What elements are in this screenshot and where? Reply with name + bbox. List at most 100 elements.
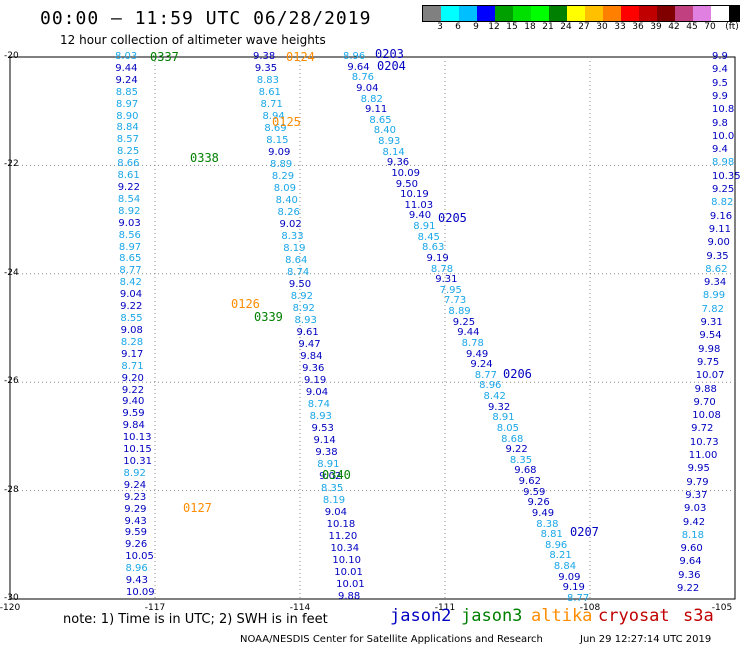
- wave-height-label: 8.82: [711, 197, 734, 209]
- wave-height-label: 9.38: [315, 447, 338, 458]
- wave-height-label: 11.00: [688, 450, 718, 461]
- legend-swatch: [621, 6, 639, 21]
- wave-height-label: 9.36: [386, 157, 410, 169]
- pass-time-label: 0203: [375, 47, 404, 61]
- wave-height-label: 9.02: [279, 219, 302, 230]
- legend-label: 18: [524, 22, 536, 32]
- wave-height-label: 9.16: [709, 210, 733, 222]
- legend-swatch: [423, 6, 441, 21]
- wave-height-label: 9.32: [487, 401, 511, 413]
- wave-height-label: 8.29: [271, 171, 295, 182]
- mission-cryosat: cryosat: [598, 606, 670, 626]
- pass-time-label: 0205: [438, 211, 467, 225]
- wave-height-label: 8.19: [283, 243, 306, 254]
- wave-height-label: 8.90: [116, 110, 139, 122]
- wave-height-label: 9.68: [514, 465, 537, 477]
- wave-height-label: 8.09: [273, 183, 297, 194]
- wave-height-label: 8.03: [115, 51, 138, 62]
- wave-height-label: 8.38: [536, 518, 559, 530]
- wave-height-label: 8.15: [266, 135, 289, 146]
- wave-height-label: 10.8: [712, 104, 735, 116]
- wave-height-label: 9.22: [120, 301, 143, 313]
- wave-height-label: 8.84: [553, 561, 577, 573]
- wave-height-label: 10.13: [122, 432, 152, 444]
- pass-time-label: 0124: [286, 50, 315, 64]
- legend-swatch: [693, 6, 711, 21]
- wave-height-label: 8.65: [119, 253, 142, 265]
- wave-height-label: 9.22: [505, 444, 528, 456]
- wave-height-label: 9.59: [523, 486, 546, 498]
- longitude-label: -114: [289, 603, 311, 613]
- wave-height-label: 8.42: [119, 277, 142, 289]
- wave-height-label: 9.04: [324, 507, 348, 518]
- wave-height-label: 9.03: [118, 217, 141, 229]
- legend-swatch: [531, 6, 549, 21]
- wave-height-label: 8.92: [292, 303, 315, 314]
- wave-height-label: 8.91: [492, 412, 515, 424]
- legend-label: (ft): [725, 22, 739, 32]
- wave-height-label: 9.5: [712, 77, 728, 89]
- wave-height-label: 10.18: [326, 519, 356, 530]
- legend-label: 42: [668, 22, 680, 32]
- wave-height-label: 8.74: [307, 399, 331, 410]
- wave-height-label: 9.50: [395, 178, 418, 190]
- wave-height-label: 8.26: [277, 207, 300, 218]
- wave-height-label: 8.62: [705, 263, 728, 275]
- wave-height-label: 9.64: [679, 556, 702, 568]
- wave-height-label: 9.9: [712, 90, 728, 102]
- latitude-label: -26: [4, 376, 19, 387]
- mission-s3a: s3a: [683, 606, 714, 626]
- wave-height-label: 8.05: [496, 422, 519, 434]
- legend-label: 6: [455, 22, 461, 32]
- legend-label: 24: [560, 22, 572, 32]
- mission-jason2: jason2: [390, 606, 452, 626]
- wave-height-label: 8.54: [117, 193, 141, 205]
- wave-height-label: 8.71: [121, 360, 144, 372]
- wave-height-label: 8.42: [483, 391, 506, 403]
- wave-height-label: 8.65: [369, 114, 392, 126]
- wave-height-label: 8.14: [382, 146, 405, 158]
- wave-height-label: 10.01: [334, 567, 363, 578]
- wave-height-label: 9.03: [684, 503, 707, 515]
- wave-height-label: 11.20: [328, 531, 358, 542]
- wave-height-label: 9.35: [706, 250, 729, 262]
- legend-label: 45: [686, 22, 698, 32]
- legend-label: 70: [704, 22, 716, 32]
- wave-height-label: 9.88: [338, 591, 361, 602]
- wave-height-label: 9.23: [124, 491, 147, 503]
- wave-height-label: 10.15: [123, 444, 152, 456]
- wave-height-label: 9.37: [685, 489, 708, 501]
- wave-height-label: 8.64: [285, 255, 308, 266]
- wave-height-label: 9.35: [254, 63, 278, 74]
- wave-height-label: 8.89: [270, 159, 293, 170]
- wave-height-label: 8.96: [545, 539, 568, 551]
- legend-label: 30: [596, 22, 608, 32]
- wave-height-label: 9.42: [682, 516, 706, 528]
- wave-height-label: 10.01: [336, 579, 365, 590]
- wave-height-label: 8.55: [120, 313, 143, 325]
- wave-height-label: 10.73: [689, 436, 719, 448]
- wave-height-label: 8.66: [117, 158, 140, 170]
- latitude-label: -22: [4, 159, 19, 170]
- wave-height-label: 8.97: [115, 98, 139, 110]
- wave-height-label: 10.07: [695, 370, 725, 382]
- wave-height-label: 8.91: [317, 459, 340, 470]
- wave-height-label: 9.19: [304, 375, 327, 386]
- pass-time-label: 0338: [190, 151, 219, 165]
- wave-height-label: 9.43: [125, 575, 149, 587]
- wave-height-label: 9.04: [356, 82, 379, 94]
- legend-swatch: [477, 6, 495, 21]
- wave-height-label: 9.08: [120, 324, 143, 336]
- wave-height-label: 8.98: [712, 157, 735, 169]
- wave-height-label: 9.04: [305, 387, 329, 398]
- credit-line: NOAA/NESDIS Center for Satellite Applica…: [240, 634, 543, 645]
- pass-time-label: 0337: [150, 50, 179, 64]
- wave-height-label: 10.10: [332, 555, 361, 566]
- wave-height-label: 9.95: [687, 463, 710, 475]
- wave-height-label: 9.40: [408, 210, 432, 222]
- wave-height-label: 9.09: [558, 571, 581, 583]
- legend-label: 12: [488, 22, 500, 32]
- legend-swatch: [567, 6, 585, 21]
- wave-height-label: 9.47: [298, 339, 321, 350]
- wave-height-label: 9.84: [300, 351, 323, 362]
